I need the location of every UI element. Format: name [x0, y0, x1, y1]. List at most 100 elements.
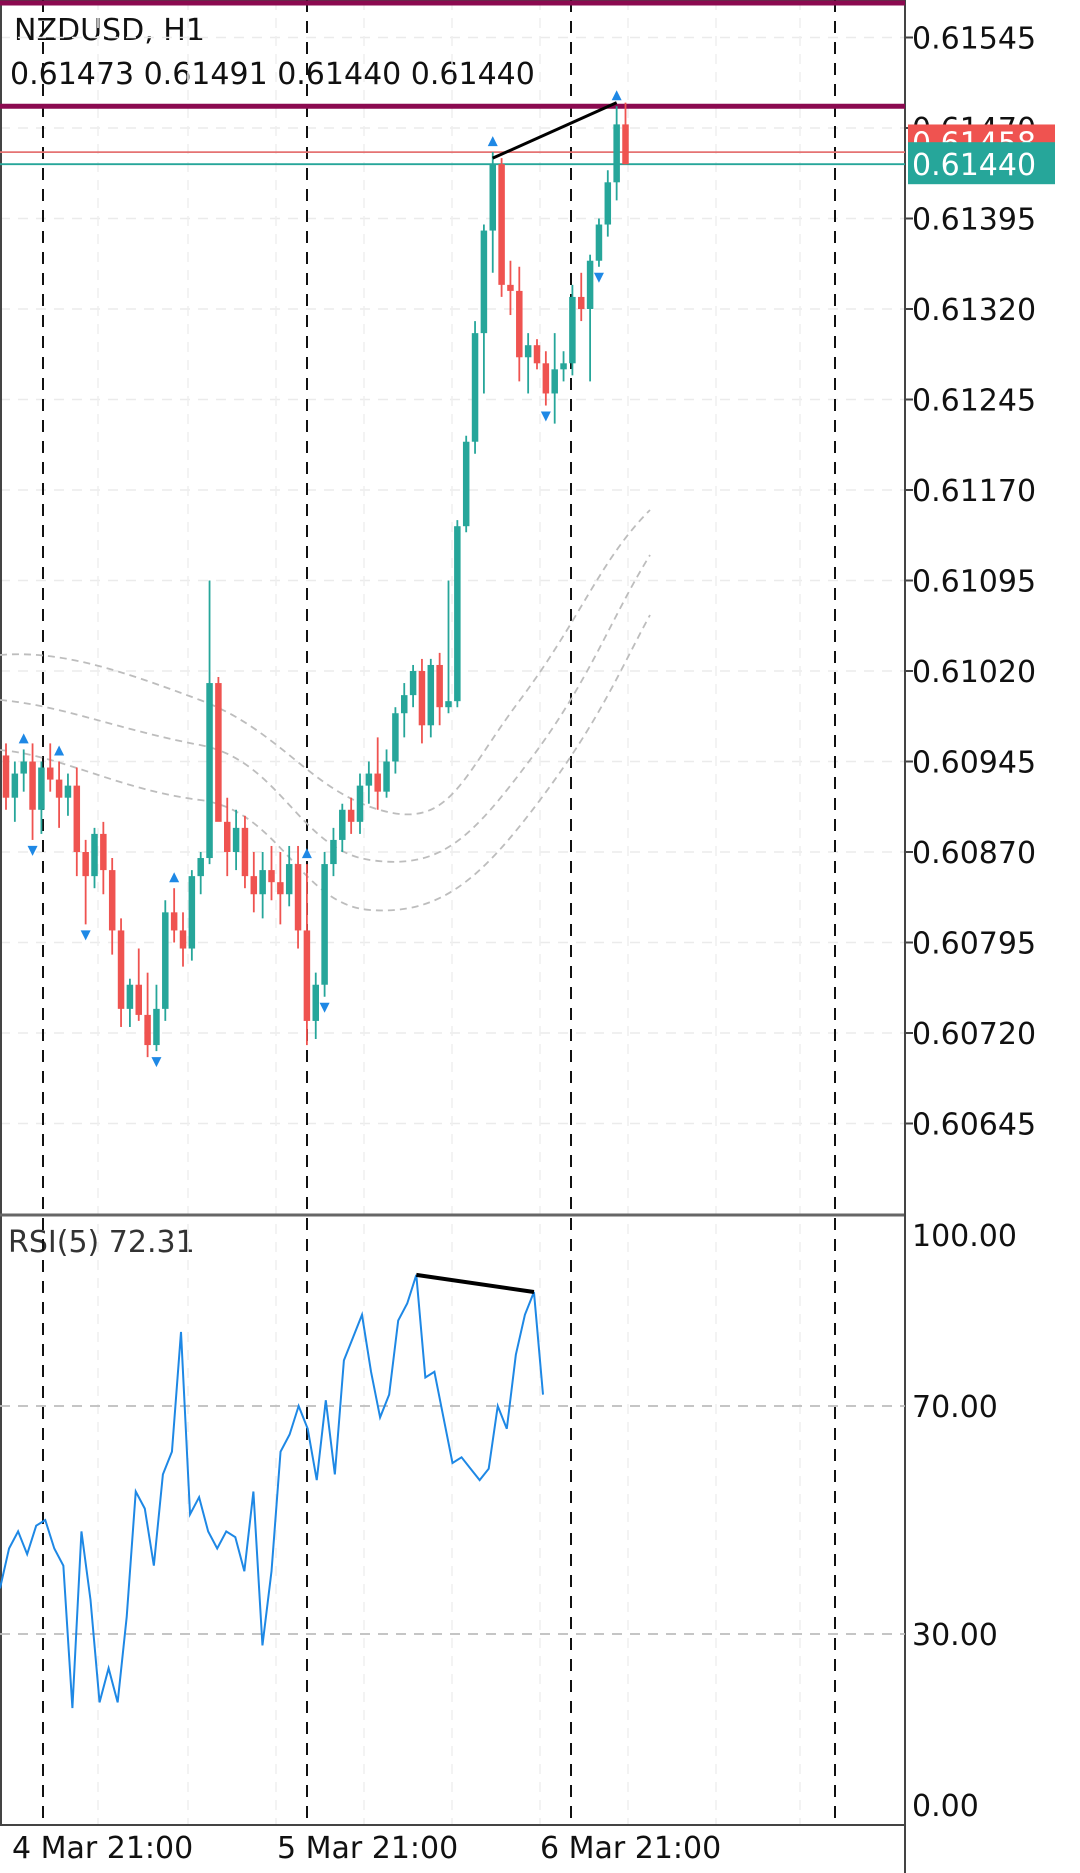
fractal-up-arrow [18, 733, 29, 744]
candle-body [462, 441, 470, 527]
candle-body [250, 876, 258, 895]
price-tick-label: 0.60795 [912, 927, 1036, 962]
candle-body [197, 858, 204, 877]
candle-body [392, 713, 399, 762]
candle-body [11, 773, 19, 798]
candle-body [179, 930, 187, 949]
price-divergence-line [492, 101, 618, 160]
candle-body [418, 671, 426, 726]
candle-body [454, 526, 461, 702]
rsi-tick-label: 0.00 [912, 1789, 979, 1824]
candle-body [224, 821, 231, 852]
fractal-up-arrow [487, 136, 498, 147]
envelope-band-2 [0, 554, 651, 863]
candle-body [215, 683, 222, 822]
candle-body [533, 345, 541, 364]
envelope-band-3 [0, 614, 651, 912]
ask-price-tag-label: 0.61440 [912, 148, 1036, 183]
candle-body [595, 224, 603, 261]
rsi-tick-label: 100.00 [912, 1219, 1017, 1254]
price-tick-label: 0.61020 [912, 655, 1036, 690]
candle-body [117, 930, 125, 1009]
rsi-line [0, 1274, 544, 1709]
candle-body [604, 182, 612, 225]
candle-body [20, 761, 27, 774]
candle-body [126, 984, 134, 1009]
candle-body [356, 785, 364, 822]
price-tick-label: 0.61095 [912, 565, 1036, 600]
price-tick-label: 0.61545 [912, 22, 1036, 57]
ohlc-readout: 0.61473 0.61491 0.61440 0.61440 [10, 57, 535, 92]
fractal-up-arrow [611, 90, 622, 101]
rsi-title: RSI(5) 72.31 [8, 1225, 195, 1260]
candle-body [347, 809, 355, 822]
candle-body [516, 290, 523, 358]
chart-border [0, 0, 906, 1826]
candle-body [498, 164, 505, 285]
fractal-up-arrow [301, 848, 312, 859]
candle-body [108, 870, 116, 931]
candle-body [436, 664, 443, 708]
candle-body [294, 864, 302, 931]
price-tick-label: 0.60720 [912, 1017, 1036, 1052]
candle-body [401, 695, 408, 714]
candle-body [578, 296, 585, 309]
candle-body [73, 785, 81, 852]
fractal-down-arrow [151, 1057, 162, 1068]
candle-body [445, 701, 452, 708]
candle-body [241, 827, 249, 877]
candle-body [29, 761, 36, 810]
candle-body [100, 833, 107, 871]
price-tick-label: 0.60645 [912, 1108, 1036, 1143]
grid-lines [0, 0, 905, 1825]
candle-body [38, 767, 45, 810]
candle-body [259, 870, 266, 895]
fractal-down-arrow [27, 845, 38, 856]
candle-body [339, 809, 346, 840]
candle-body [135, 984, 142, 1015]
candle-body [383, 761, 390, 792]
candle-body [206, 683, 213, 859]
rsi-tick-label: 70.00 [912, 1390, 998, 1425]
candle-body [153, 1008, 160, 1046]
price-tick-label: 0.60870 [912, 836, 1036, 871]
candle-body [91, 833, 98, 877]
candle-body [409, 671, 417, 696]
time-tick-label: 6 Mar 21:00 [540, 1831, 721, 1866]
candle-body [170, 912, 178, 931]
ask-price-tag [908, 142, 1055, 185]
symbol-title: NZDUSD, H1 [14, 13, 205, 48]
candles [2, 102, 629, 1058]
price-tick-label: 0.61395 [912, 203, 1036, 238]
envelope-band-1 [0, 509, 651, 816]
candle-body [480, 230, 488, 334]
candle-body [551, 369, 558, 394]
candle-body [586, 260, 594, 309]
candle-body [55, 779, 63, 798]
candle-body [471, 333, 479, 442]
fractal-up-arrow [169, 872, 180, 883]
price-tick-label: 0.60945 [912, 746, 1036, 781]
price-tick-label: 0.61245 [912, 384, 1036, 419]
candle-body [613, 124, 620, 183]
candle-body [188, 876, 196, 949]
candle-body [312, 984, 319, 1021]
time-tick-label: 4 Mar 21:00 [12, 1831, 193, 1866]
candle-body [268, 870, 275, 883]
candle-body [2, 755, 10, 798]
fractal-down-arrow [540, 411, 551, 422]
rsi-divergence-line [416, 1272, 535, 1294]
fractal-up-arrow [54, 745, 65, 756]
rsi-tick-label: 30.00 [912, 1618, 998, 1653]
price-tick-label: 0.61320 [912, 293, 1036, 328]
candle-body [507, 284, 514, 291]
candle-body [569, 296, 576, 364]
fractal-down-arrow [593, 272, 604, 283]
candle-body [542, 363, 550, 394]
candle-body [622, 124, 629, 165]
candle-body [64, 785, 72, 798]
candle-body [232, 827, 240, 852]
fractal-down-arrow [319, 1002, 330, 1013]
fractal-down-arrow [80, 930, 91, 941]
